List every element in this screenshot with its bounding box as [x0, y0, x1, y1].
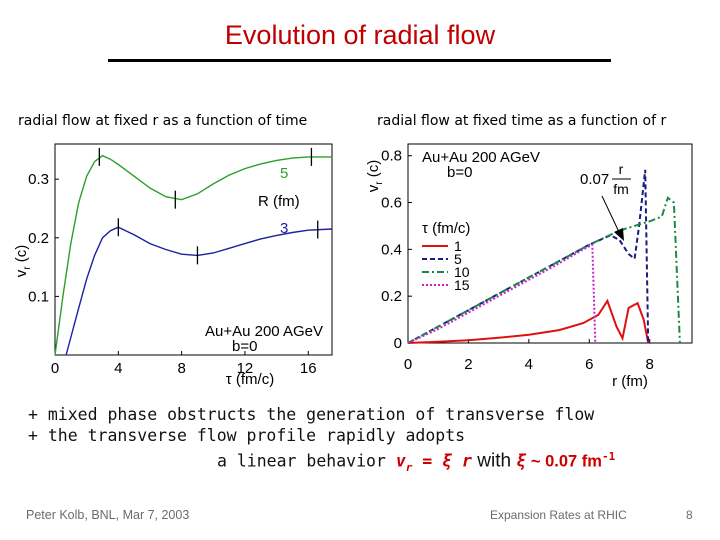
x-tick-label: 4	[114, 360, 122, 377]
y-axis-label: vr (c)	[13, 245, 33, 278]
x-tick-label: 16	[300, 360, 317, 377]
plot-frame	[54, 143, 333, 356]
xi-symbol: ξ	[516, 451, 527, 471]
annotation-impact: b=0	[447, 164, 472, 181]
bullet-text: a linear behavior	[217, 451, 396, 471]
x-tick-label: 2	[464, 356, 472, 373]
bullet-list: + mixed phase obstructs the generation o…	[28, 404, 615, 478]
y-tick-label: 0	[394, 335, 402, 352]
y-tick-label: 0.3	[28, 171, 49, 188]
x-tick-label: 12	[237, 360, 254, 377]
series-line-tau1	[407, 298, 650, 344]
arrow-label-denominator: fm	[613, 181, 629, 197]
y-tick-label: 0.1	[28, 288, 49, 305]
legend-entry-5: 5	[454, 251, 462, 267]
y-tick-label: 0.6	[381, 195, 402, 212]
bullet-item: a linear behavior vr = ξ r with ξ ~ 0.07…	[28, 446, 615, 478]
legend-entry-1: 1	[454, 238, 462, 254]
legend-entry-5: 5	[280, 165, 288, 182]
slide-title: Evolution of radial flow	[224, 20, 496, 50]
arrow-head	[614, 228, 624, 241]
page-number: 8	[686, 508, 693, 522]
legend-title: τ (fm/c)	[422, 220, 470, 237]
x-tick-label: 8	[177, 360, 185, 377]
y-tick-label: 0.8	[381, 148, 402, 165]
x-axis-label: r (fm)	[612, 373, 648, 390]
annotation-collision: Au+Au 200 AGeV	[205, 323, 323, 340]
caption-left: radial flow at fixed r as a function of …	[18, 113, 308, 129]
x-tick-label: 0	[51, 360, 59, 377]
legend-entry-10: 10	[454, 264, 470, 280]
chart-radial-flow-vs-radius: 0 2 4 6 800.20.40.60.8 vr (c) r (fm) Au+Au 2…	[365, 143, 693, 390]
chart-radial-flow-vs-time: 0 4 8 12 16 0.1 0.2 0.3 vr (c) τ (fm/c) 5 R (fm…	[13, 143, 333, 388]
x-tick-label: 6	[585, 356, 593, 373]
x-tick-label: 4	[525, 356, 533, 373]
caption-right: radial flow at fixed time as a function …	[377, 113, 667, 129]
formula-lhs: v	[395, 451, 406, 471]
formula-rhs: = ξ r	[412, 451, 472, 471]
legend-entry-15: 15	[454, 277, 470, 293]
x-axis-label: τ (fm/c)	[226, 371, 274, 388]
series-line-R5	[54, 154, 332, 356]
bullet-text: with	[471, 450, 517, 472]
footer-author: Peter Kolb, BNL, Mar 7, 2003	[26, 508, 190, 522]
annotation-collision: Au+Au 200 AGeV	[422, 149, 540, 166]
formula-subscript: r	[405, 460, 413, 474]
annotation-impact: b=0	[232, 338, 257, 355]
legend-entry-3: 3	[280, 220, 288, 237]
arrow-label-prefix: 0.07	[580, 171, 609, 188]
bullet-item: + mixed phase obstructs the generation o…	[28, 405, 595, 424]
series-line-tau10	[407, 196, 681, 344]
title-underline	[108, 59, 611, 62]
legend-title: R (fm)	[258, 193, 300, 210]
y-tick-label: 0.2	[381, 288, 402, 305]
series-line-tau5	[407, 169, 650, 344]
footer-talk-title: Expansion Rates at RHIC	[490, 508, 627, 522]
series-line-tau15	[407, 243, 597, 344]
arrow-label-numerator: r	[619, 161, 624, 177]
arrow-shaft	[601, 195, 620, 233]
x-tick-label: 0	[404, 356, 412, 373]
xi-value: ~ 0.07 fm	[526, 452, 602, 471]
y-tick-label: 0.4	[381, 241, 402, 258]
y-tick-label: 0.2	[28, 230, 49, 247]
series-line-R3	[65, 226, 333, 356]
x-tick-label: 8	[646, 356, 654, 373]
bullet-item: + the transverse flow profile rapidly ad…	[28, 426, 466, 445]
xi-exponent: -1	[601, 450, 616, 463]
